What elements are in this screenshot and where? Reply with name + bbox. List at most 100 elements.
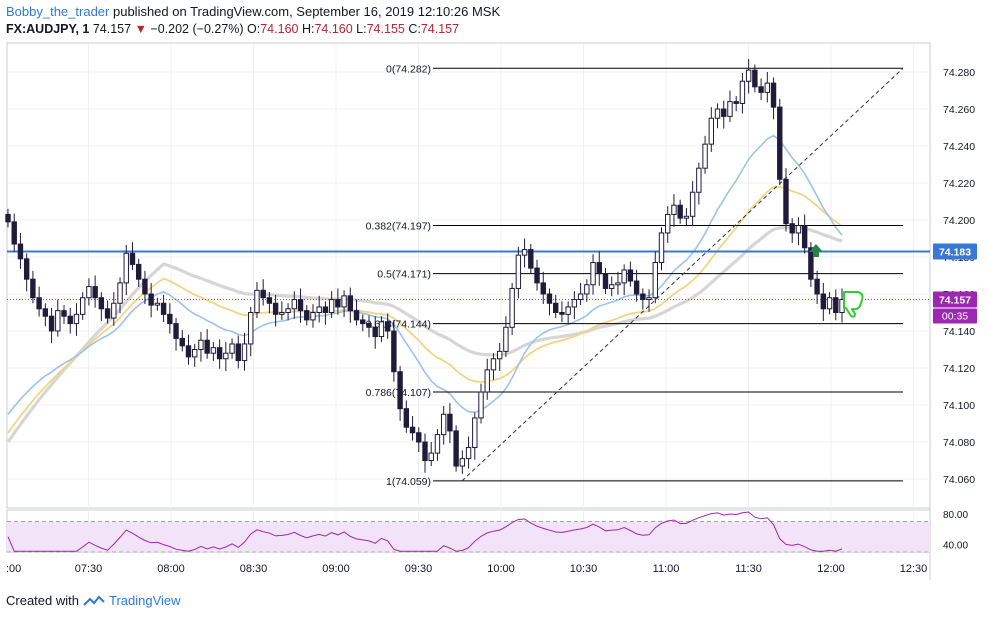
candle-body [266, 297, 273, 304]
candle-body [272, 302, 279, 315]
candle-body [322, 306, 329, 314]
candle-body [360, 319, 366, 325]
candle-body [279, 312, 285, 315]
candle-body [198, 339, 204, 350]
x-tick-label: 09:00 [322, 563, 350, 575]
candle-body [30, 278, 36, 299]
candle-body [733, 101, 739, 104]
candle-body [546, 293, 553, 304]
candle-body [353, 310, 360, 321]
x-tick-label: 09:30 [405, 563, 433, 575]
candle-body [646, 297, 652, 301]
candle-body [23, 258, 30, 280]
candle-body [5, 213, 11, 223]
candle-body [484, 369, 490, 393]
high-key: H: [301, 22, 315, 36]
last-price-axis-label-bg [933, 291, 977, 308]
candle-body [111, 302, 117, 319]
candle-body [490, 358, 497, 371]
close-value: 74.157 [420, 22, 460, 36]
candle-body [478, 391, 484, 419]
candle-body [123, 252, 129, 284]
candle-body [403, 408, 410, 428]
candle-body [752, 69, 758, 88]
x-tick-label: :00 [6, 563, 21, 575]
candle-body [515, 254, 522, 289]
candle-body [384, 321, 391, 332]
fib-trendline [461, 67, 904, 482]
candle-body [316, 306, 322, 314]
x-tick-label: 12:00 [817, 563, 845, 575]
candle-body [783, 178, 789, 225]
candle-body [584, 284, 590, 295]
candle-body [136, 263, 142, 280]
candle-body [596, 262, 602, 275]
thumbs-down-icon [843, 291, 864, 318]
open-value: 74.160 [260, 22, 299, 36]
candle-body [465, 447, 472, 460]
x-tick-label: 07:30 [75, 563, 103, 575]
candle-body [808, 247, 814, 280]
candle-body [372, 326, 378, 338]
candle-body [534, 267, 540, 284]
candle-body [86, 286, 92, 299]
candle-body [795, 225, 802, 234]
candle-body [789, 223, 795, 234]
candle-body [496, 350, 503, 360]
candle-body [129, 252, 136, 265]
y-tick-label: 74.080 [943, 437, 975, 449]
rsi-band-fill [7, 521, 930, 552]
tradingview-link[interactable]: TradingView [108, 593, 181, 608]
candle-body [223, 352, 229, 360]
candle-body [17, 243, 24, 260]
candle-body [577, 293, 584, 301]
candle-body [521, 249, 528, 256]
candle-body [55, 310, 61, 332]
y-tick-label: 74.260 [943, 104, 975, 116]
x-tick-label: 08:00 [157, 563, 185, 575]
candle-body [621, 269, 627, 284]
candle-body [565, 306, 571, 315]
candle-body [553, 302, 559, 313]
last-price-axis-label: 74.157 [939, 295, 971, 307]
candle-body [528, 249, 534, 269]
rsi-line [7, 511, 843, 552]
candle-body [571, 299, 578, 308]
y-tick-label: 74.120 [943, 363, 975, 375]
candle-body [73, 313, 80, 325]
candle-body [640, 293, 646, 301]
candle-body [434, 434, 441, 454]
candle-body [304, 310, 310, 321]
candle-body [173, 323, 179, 339]
candle-body [820, 293, 827, 310]
low-key: L: [356, 22, 367, 36]
candle-body [633, 280, 640, 295]
candle-body [210, 347, 217, 354]
candle-body [658, 232, 665, 264]
candle-body [708, 117, 714, 145]
candle-body [179, 337, 185, 347]
author-link[interactable]: Bobby_the_trader [6, 4, 110, 19]
candle-body [826, 297, 833, 310]
candle-body [721, 108, 727, 117]
candle-body [677, 204, 683, 219]
candle-body [447, 413, 453, 432]
candle-body [590, 262, 596, 286]
candle-body [665, 213, 671, 234]
horizontal-level-price-label: 74.183 [939, 246, 971, 258]
candle-body [36, 297, 42, 310]
candle-body [770, 82, 777, 108]
candle-body [745, 69, 752, 82]
candle-body [235, 343, 241, 362]
price-chart[interactable]: :00 07:30 08:00 08:30 09:00 09:30 10:00 10:30 11… [0, 0, 988, 590]
candle-body [185, 345, 192, 358]
candle-body [142, 278, 148, 295]
candle-body [347, 295, 354, 312]
ema-blue-line [7, 134, 843, 415]
candle-body [260, 289, 266, 299]
candle-body [758, 86, 764, 93]
candle-body [509, 287, 515, 328]
candle-body [229, 343, 235, 354]
candle-body [777, 106, 783, 180]
candle-body [540, 282, 546, 295]
